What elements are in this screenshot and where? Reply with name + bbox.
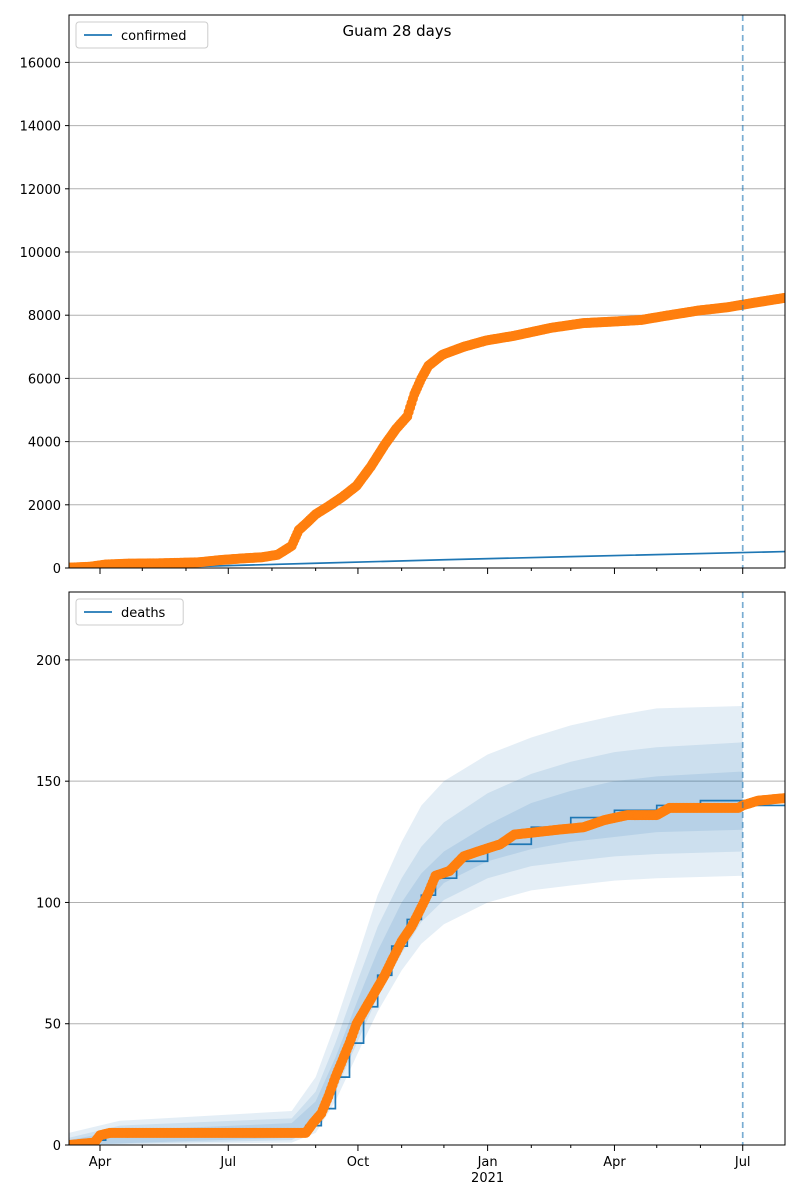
chart-title: Guam 28 days <box>343 22 452 40</box>
y-tick-label: 2000 <box>28 499 61 514</box>
x-tick-sublabel: 2021 <box>471 1171 504 1186</box>
axes-frame <box>68 591 786 1146</box>
legend-confirmed: confirmed <box>75 21 209 49</box>
uncertainty-band <box>69 705 743 1145</box>
axes-frame <box>68 14 786 569</box>
y-tick-label: 12000 <box>20 183 61 198</box>
x-tick-label: Jul <box>219 1155 236 1170</box>
plot-area <box>69 705 785 1145</box>
y-tick-label: 10000 <box>20 246 61 261</box>
y-tick-label: 8000 <box>28 309 61 324</box>
y-tick-label: 0 <box>53 562 61 577</box>
observed-point <box>780 793 785 804</box>
y-tick-label: 0 <box>53 1139 61 1154</box>
y-tick-label: 6000 <box>28 372 61 387</box>
x-tick-label: Jan <box>477 1155 498 1170</box>
legend-box <box>75 598 184 626</box>
x-tick-label: Oct <box>347 1155 369 1170</box>
observed-point <box>780 292 785 303</box>
y-tick-label: 100 <box>36 896 61 911</box>
panel-confirmed: 0 2000 4000 6000 8000 10000 12000 14000 16000 con… <box>20 14 786 577</box>
y-tick-label: 4000 <box>28 436 61 451</box>
plot-area <box>69 292 785 568</box>
y-tick-label: 200 <box>36 654 61 669</box>
legend-box <box>75 21 209 49</box>
legend-label: deaths <box>121 606 166 621</box>
y-tick-label: 16000 <box>20 56 61 71</box>
x-tick-label: Jul <box>734 1155 751 1170</box>
y-tick-label: 150 <box>36 775 61 790</box>
x-tick-label: Apr <box>89 1155 112 1170</box>
y-tick-label: 14000 <box>20 120 61 135</box>
legend-deaths: deaths <box>75 598 184 626</box>
y-tick-label: 50 <box>44 1018 61 1033</box>
x-tick-label: Apr <box>603 1155 626 1170</box>
legend-label: confirmed <box>121 29 187 44</box>
